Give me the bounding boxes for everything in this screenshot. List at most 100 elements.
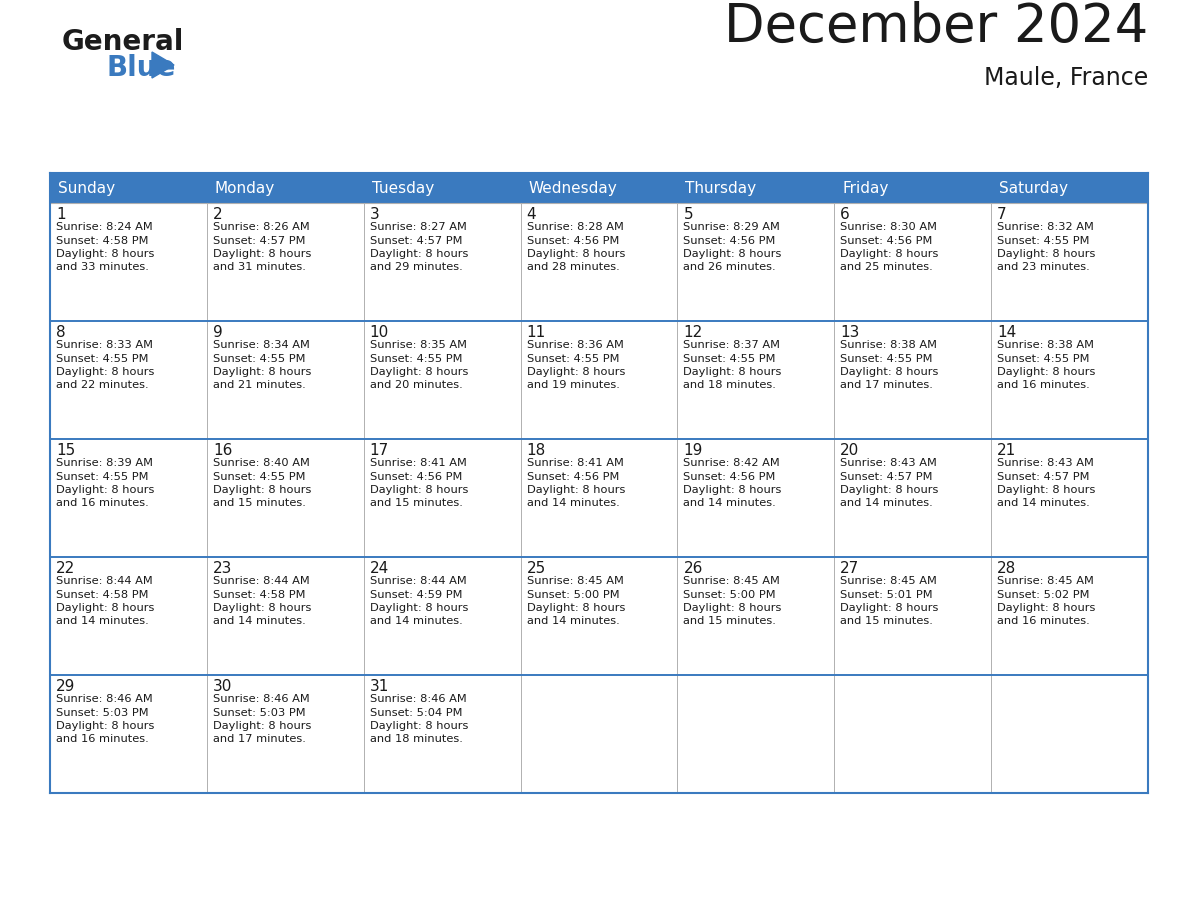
Text: Tuesday: Tuesday [372, 181, 434, 196]
Text: Daylight: 8 hours: Daylight: 8 hours [213, 249, 311, 259]
Text: General: General [62, 28, 184, 56]
Text: and 14 minutes.: and 14 minutes. [213, 617, 305, 626]
Text: Sunset: 4:56 PM: Sunset: 4:56 PM [683, 236, 776, 245]
Bar [207, 675, 364, 793]
Text: Sunrise: 8:41 AM: Sunrise: 8:41 AM [369, 458, 467, 468]
Text: 29: 29 [56, 679, 75, 694]
Text: Daylight: 8 hours: Daylight: 8 hours [840, 485, 939, 495]
Text: Sunset: 5:00 PM: Sunset: 5:00 PM [526, 589, 619, 599]
Text: Sunrise: 8:36 AM: Sunrise: 8:36 AM [526, 340, 624, 350]
Text: and 16 minutes.: and 16 minutes. [56, 734, 148, 744]
Text: Daylight: 8 hours: Daylight: 8 hours [369, 367, 468, 377]
Text: Sunrise: 8:33 AM: Sunrise: 8:33 AM [56, 340, 153, 350]
Text: Daylight: 8 hours: Daylight: 8 hours [56, 603, 154, 613]
Text: Sunrise: 8:32 AM: Sunrise: 8:32 AM [997, 222, 1094, 232]
Text: Daylight: 8 hours: Daylight: 8 hours [56, 367, 154, 377]
Text: Sunrise: 8:44 AM: Sunrise: 8:44 AM [56, 576, 153, 586]
Text: Daylight: 8 hours: Daylight: 8 hours [526, 485, 625, 495]
Text: Sunrise: 8:40 AM: Sunrise: 8:40 AM [213, 458, 310, 468]
Text: 16: 16 [213, 443, 232, 458]
Text: Sunset: 4:55 PM: Sunset: 4:55 PM [56, 472, 148, 482]
Text: Sunset: 5:03 PM: Sunset: 5:03 PM [56, 708, 148, 718]
Text: Daylight: 8 hours: Daylight: 8 hours [526, 603, 625, 613]
Bar [50, 203, 207, 321]
Text: Daylight: 8 hours: Daylight: 8 hours [997, 367, 1095, 377]
Bar [520, 173, 677, 203]
Bar [834, 203, 991, 321]
Text: Maule, France: Maule, France [984, 66, 1148, 90]
Bar [50, 439, 207, 557]
Text: Daylight: 8 hours: Daylight: 8 hours [369, 249, 468, 259]
Text: 26: 26 [683, 561, 703, 576]
Text: Sunset: 4:55 PM: Sunset: 4:55 PM [683, 353, 776, 364]
Bar [207, 203, 364, 321]
Text: Daylight: 8 hours: Daylight: 8 hours [997, 249, 1095, 259]
Text: Daylight: 8 hours: Daylight: 8 hours [997, 603, 1095, 613]
Text: Sunrise: 8:27 AM: Sunrise: 8:27 AM [369, 222, 467, 232]
Text: Sunrise: 8:26 AM: Sunrise: 8:26 AM [213, 222, 310, 232]
Text: Sunset: 4:55 PM: Sunset: 4:55 PM [997, 236, 1089, 245]
Text: Daylight: 8 hours: Daylight: 8 hours [369, 485, 468, 495]
Text: Daylight: 8 hours: Daylight: 8 hours [56, 485, 154, 495]
Text: Sunrise: 8:45 AM: Sunrise: 8:45 AM [683, 576, 781, 586]
Text: 2: 2 [213, 207, 222, 222]
Text: and 21 minutes.: and 21 minutes. [213, 380, 305, 390]
Text: Sunrise: 8:46 AM: Sunrise: 8:46 AM [213, 694, 310, 704]
Text: Daylight: 8 hours: Daylight: 8 hours [213, 367, 311, 377]
Text: Sunset: 5:02 PM: Sunset: 5:02 PM [997, 589, 1089, 599]
Text: Saturday: Saturday [999, 181, 1068, 196]
Text: Daylight: 8 hours: Daylight: 8 hours [840, 367, 939, 377]
Text: 9: 9 [213, 325, 222, 340]
Text: Sunrise: 8:38 AM: Sunrise: 8:38 AM [997, 340, 1094, 350]
Bar [834, 675, 991, 793]
Text: Sunrise: 8:45 AM: Sunrise: 8:45 AM [840, 576, 937, 586]
Bar [677, 557, 834, 675]
Bar [364, 439, 520, 557]
Text: 8: 8 [56, 325, 65, 340]
Bar [991, 321, 1148, 439]
Text: Sunrise: 8:39 AM: Sunrise: 8:39 AM [56, 458, 153, 468]
Text: Daylight: 8 hours: Daylight: 8 hours [840, 603, 939, 613]
Text: and 14 minutes.: and 14 minutes. [56, 617, 148, 626]
Text: Sunset: 4:57 PM: Sunset: 4:57 PM [997, 472, 1089, 482]
Text: Sunset: 4:56 PM: Sunset: 4:56 PM [526, 236, 619, 245]
Text: and 15 minutes.: and 15 minutes. [683, 617, 776, 626]
Text: 17: 17 [369, 443, 388, 458]
Text: 11: 11 [526, 325, 545, 340]
Text: Blue: Blue [107, 54, 176, 82]
Text: Daylight: 8 hours: Daylight: 8 hours [840, 249, 939, 259]
Bar [991, 203, 1148, 321]
Bar [364, 173, 520, 203]
Text: 12: 12 [683, 325, 702, 340]
Text: Sunset: 5:00 PM: Sunset: 5:00 PM [683, 589, 776, 599]
Text: Sunrise: 8:43 AM: Sunrise: 8:43 AM [997, 458, 1094, 468]
Text: Daylight: 8 hours: Daylight: 8 hours [213, 721, 311, 731]
Text: 13: 13 [840, 325, 860, 340]
Text: Sunset: 4:56 PM: Sunset: 4:56 PM [526, 472, 619, 482]
Text: Friday: Friday [842, 181, 889, 196]
Bar [991, 557, 1148, 675]
Text: Sunset: 4:55 PM: Sunset: 4:55 PM [840, 353, 933, 364]
Text: 19: 19 [683, 443, 703, 458]
Text: Sunset: 5:01 PM: Sunset: 5:01 PM [840, 589, 933, 599]
Text: 18: 18 [526, 443, 545, 458]
Text: Sunset: 4:56 PM: Sunset: 4:56 PM [683, 472, 776, 482]
Text: and 16 minutes.: and 16 minutes. [997, 380, 1089, 390]
Bar [520, 675, 677, 793]
Text: 30: 30 [213, 679, 232, 694]
Text: and 20 minutes.: and 20 minutes. [369, 380, 462, 390]
Text: 27: 27 [840, 561, 860, 576]
Text: and 15 minutes.: and 15 minutes. [213, 498, 305, 509]
Text: Daylight: 8 hours: Daylight: 8 hours [683, 249, 782, 259]
Text: and 18 minutes.: and 18 minutes. [369, 734, 462, 744]
Text: 21: 21 [997, 443, 1017, 458]
Text: and 31 minutes.: and 31 minutes. [213, 263, 305, 273]
Text: and 28 minutes.: and 28 minutes. [526, 263, 619, 273]
Text: Sunrise: 8:29 AM: Sunrise: 8:29 AM [683, 222, 781, 232]
Bar [834, 557, 991, 675]
Text: Sunrise: 8:43 AM: Sunrise: 8:43 AM [840, 458, 937, 468]
Text: 20: 20 [840, 443, 860, 458]
Bar [207, 557, 364, 675]
Bar [991, 439, 1148, 557]
Text: Sunset: 4:57 PM: Sunset: 4:57 PM [213, 236, 305, 245]
